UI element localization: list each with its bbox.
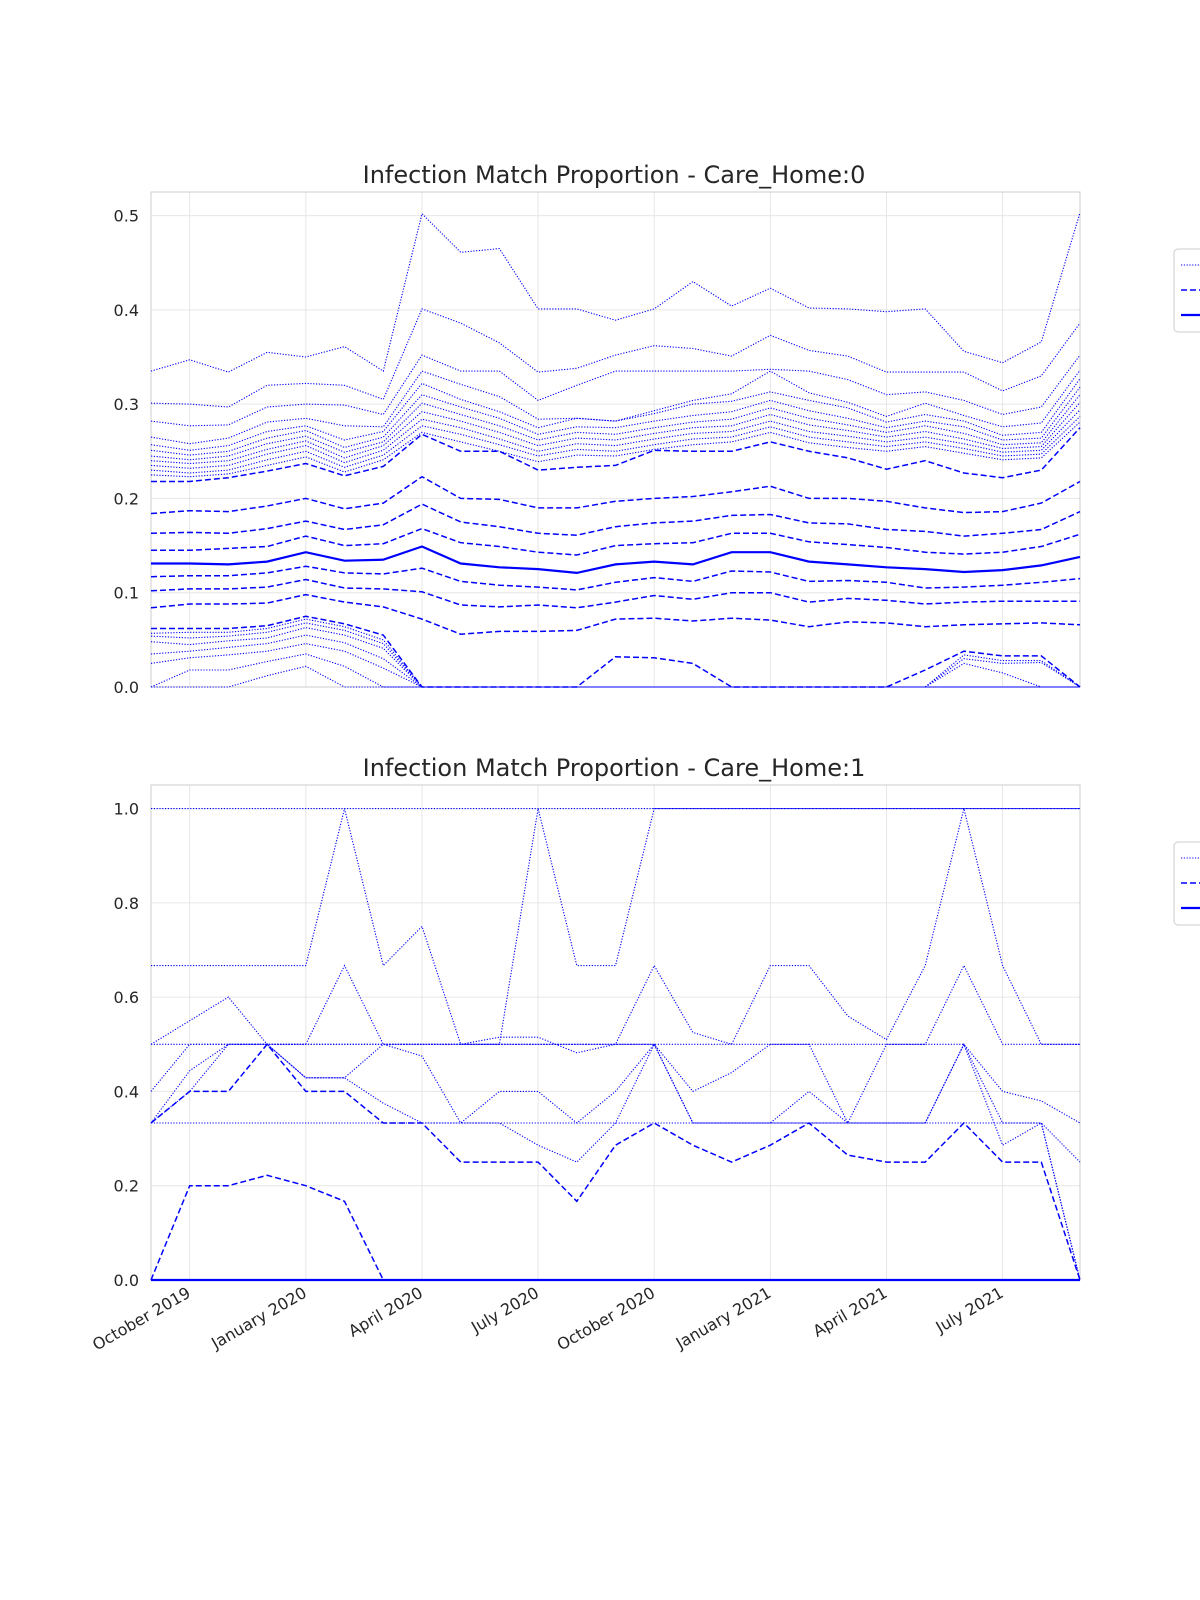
series-line-8: [150, 401, 1081, 465]
series-line-9: [150, 1043, 1081, 1281]
series-line-6: [150, 1043, 1081, 1163]
y-tick-label: 0.0: [114, 1271, 139, 1290]
series-line-1: [150, 212, 1081, 373]
series-line-17: [150, 565, 1081, 591]
legend-box: [1173, 248, 1200, 333]
series-line-14: [150, 503, 1081, 537]
y-tick-label: 0.2: [114, 489, 139, 508]
y-tick-label: 0.4: [114, 301, 139, 320]
y-tick-label: 0.2: [114, 1177, 139, 1196]
series-line-27: [151, 665, 1080, 688]
series-line-10: [150, 416, 1081, 474]
series-line-12: [151, 427, 1081, 483]
series-line-2: [150, 308, 1081, 408]
series-line-7: [151, 1122, 1081, 1281]
chart-care-home-0: Infection Match Proportion - Care_Home:0…: [114, 161, 1200, 697]
series-line-11: [150, 421, 1081, 478]
series-line-6: [150, 386, 1081, 456]
series-line-5: [150, 1036, 1081, 1125]
series-line-2: [151, 808, 1080, 1045]
series-line-5: [150, 378, 1081, 451]
y-tick-label: 0.8: [114, 894, 139, 913]
y-tick-label: 0.1: [114, 584, 139, 603]
y-tick-label: 0.0: [114, 678, 139, 697]
series-line-18: [150, 578, 1080, 609]
series-line-26: [150, 653, 1080, 688]
y-tick-label: 0.4: [114, 1082, 139, 1101]
series-line-15: [151, 527, 1081, 556]
chart-title: Infection Match Proportion - Care_Home:1: [363, 754, 866, 782]
series-line-20: [151, 615, 1081, 688]
series-line-7: [150, 394, 1081, 461]
y-tick-label: 0.5: [114, 207, 139, 226]
chart-title: Infection Match Proportion - Care_Home:0: [363, 161, 866, 189]
series-line-9: [150, 409, 1081, 469]
legend-box: [1173, 841, 1200, 926]
series-line-8: [150, 1042, 1081, 1281]
series-line-13: [150, 475, 1081, 515]
y-tick-label: 1.0: [114, 800, 139, 819]
y-tick-label: 0.6: [114, 988, 139, 1007]
series-line-16: [151, 545, 1081, 575]
y-tick-label: 0.3: [114, 395, 139, 414]
series-line-19: [150, 593, 1081, 635]
